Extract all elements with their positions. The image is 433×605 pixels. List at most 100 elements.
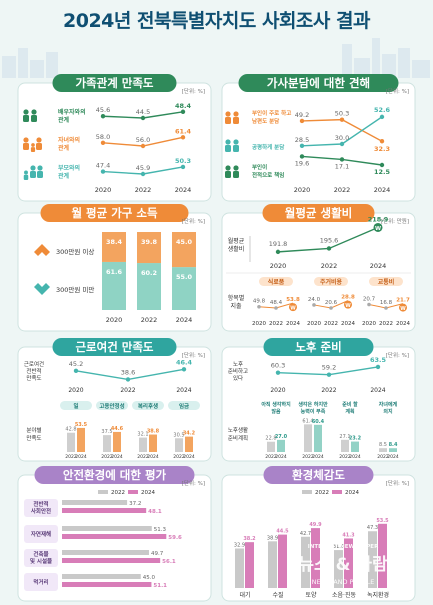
env-bar-label: 31.6 (333, 544, 344, 550)
retire-group-x-tick: 2022 (302, 454, 314, 460)
env-bar-label: 42.7 (300, 531, 311, 537)
housework-series-1-label: 28.5 (295, 136, 309, 144)
skyline-building (342, 44, 352, 78)
retire-group-name: 준비 할 (342, 401, 358, 408)
retire-x-tick: 2024 (370, 387, 385, 394)
living-won-glyph: W (375, 226, 381, 232)
housework-icon-1-a-head (225, 139, 231, 145)
work-group-label: 53.5 (75, 422, 88, 428)
env-x-tick: 대기 (239, 591, 250, 599)
living-point (275, 249, 281, 255)
family-series-0-point (100, 114, 106, 119)
income-title: 월 평균 가구 소득 (71, 206, 157, 220)
living-won-glyph: W (400, 306, 406, 312)
env-bar-label: 47.3 (367, 525, 378, 531)
family-series-2-point (140, 171, 146, 177)
family-icon-2-c-body (37, 171, 43, 178)
retire-series-label: 있다 (233, 374, 243, 382)
skyline-building (398, 48, 410, 78)
living-series-label: 생활비 (228, 245, 245, 253)
living-group-label: 20.6 (325, 300, 338, 306)
watermark-main: 뉴스 & 사람 (298, 554, 388, 575)
living-sub-label: 지출 (230, 302, 242, 310)
safety-legend-swatch (128, 490, 138, 494)
retire-group-name: 자녀에게 (379, 401, 398, 408)
retire-group-label: 22.8 (265, 436, 276, 442)
housework-series-2-label: 12.5 (374, 168, 391, 176)
family-series-1-point (100, 140, 106, 145)
retire-label: 60.3 (271, 362, 285, 370)
retire-group-name: 않음 (271, 408, 281, 415)
living-group-x-tick: 2024 (286, 321, 300, 327)
retire-label: 63.5 (370, 356, 387, 364)
work-group-x-tick: 2024 (75, 454, 87, 460)
family-icon-2-b-head (30, 165, 36, 171)
living-group-x-tick: 2020 (362, 321, 376, 327)
living-group-label: 20.7 (363, 296, 376, 302)
housework-x-tick: 2022 (334, 186, 351, 194)
retire-group-bar (277, 439, 285, 452)
living-group-name: 교통비 (378, 278, 395, 286)
work-group-pill (60, 401, 92, 410)
retire-sub-label: 노후생활 (228, 426, 248, 434)
retire-group-x-tick: 2024 (275, 454, 287, 460)
retire-group-bar (267, 441, 275, 452)
housework-series-label: 전적으로 책임 (252, 171, 284, 179)
housework-icon-2-b-body (233, 171, 239, 178)
housework-series-label: 남편도 분담 (252, 117, 279, 125)
safety-title: 안전환경에 대한 평가 (63, 468, 167, 482)
work-sub-label: 분야별 (26, 426, 41, 434)
housework-series-1-label: 52.6 (374, 106, 391, 114)
skyline-building (354, 58, 370, 78)
retire-group-bar (389, 448, 397, 452)
work-group-x-tick: 2022 (65, 454, 77, 460)
income-bar-label: 38.4 (106, 238, 123, 246)
work-series-label: 만족도 (26, 374, 41, 382)
work-group-pill (168, 401, 200, 410)
living-group-label: 16.8 (380, 300, 393, 306)
living-group-x-tick: 2022 (269, 321, 283, 327)
living-won-icon (399, 303, 407, 312)
housework-series-0-point (339, 117, 345, 122)
living-group-x-tick: 2020 (252, 321, 266, 327)
env-bar-2022 (368, 531, 377, 588)
work-group-bar (139, 437, 147, 452)
family-series-0-point (180, 109, 186, 114)
work-sub-label: 만족도 (26, 434, 41, 442)
living-won-icon (344, 300, 352, 309)
living-group-label: 24.0 (308, 297, 321, 303)
retire-x-tick: 2020 (270, 387, 285, 394)
housework-series-2-label: 19.6 (295, 159, 309, 167)
env-unit: [단위: %] (386, 479, 409, 487)
living-group-point (384, 306, 388, 310)
safety-bar-2022 (62, 574, 141, 579)
env-x-tick: 녹지환경 (367, 591, 389, 599)
retire-point (375, 364, 381, 370)
retire-group-name: 계획 (345, 408, 355, 415)
retire-group-bar (314, 424, 322, 452)
safety-bar-2022 (62, 550, 149, 555)
housework-title: 가사분담에 대한 견해 (267, 76, 370, 90)
housework-icon-2-a-body (225, 171, 231, 178)
living-group-x-tick: 2022 (324, 321, 338, 327)
watermark-brand: INTERNET NEWSPAPER (308, 544, 379, 550)
skyline-building (30, 60, 44, 78)
safety-bar-label: 37.2 (129, 501, 141, 507)
work-group-x-tick: 2022 (173, 454, 185, 460)
env-bar-2022 (334, 550, 343, 588)
living-series-label: 월평균 (228, 237, 245, 245)
family-series-0-label: 45.6 (96, 106, 110, 114)
work-group-label: 42.8 (65, 427, 76, 433)
retire-group-x-tick: 2022 (265, 454, 277, 460)
housework-header (238, 74, 399, 92)
work-series-label: 전반적 (26, 367, 41, 375)
work-group-x-tick: 2022 (137, 454, 149, 460)
housework-series-2-point (379, 162, 385, 168)
living-won-icon (373, 222, 383, 232)
work-group-bar (103, 435, 111, 452)
safety-bar-2022 (62, 526, 152, 531)
housework-series-2-label: 17.1 (335, 162, 349, 170)
family-icon-0-b-body (31, 115, 37, 122)
